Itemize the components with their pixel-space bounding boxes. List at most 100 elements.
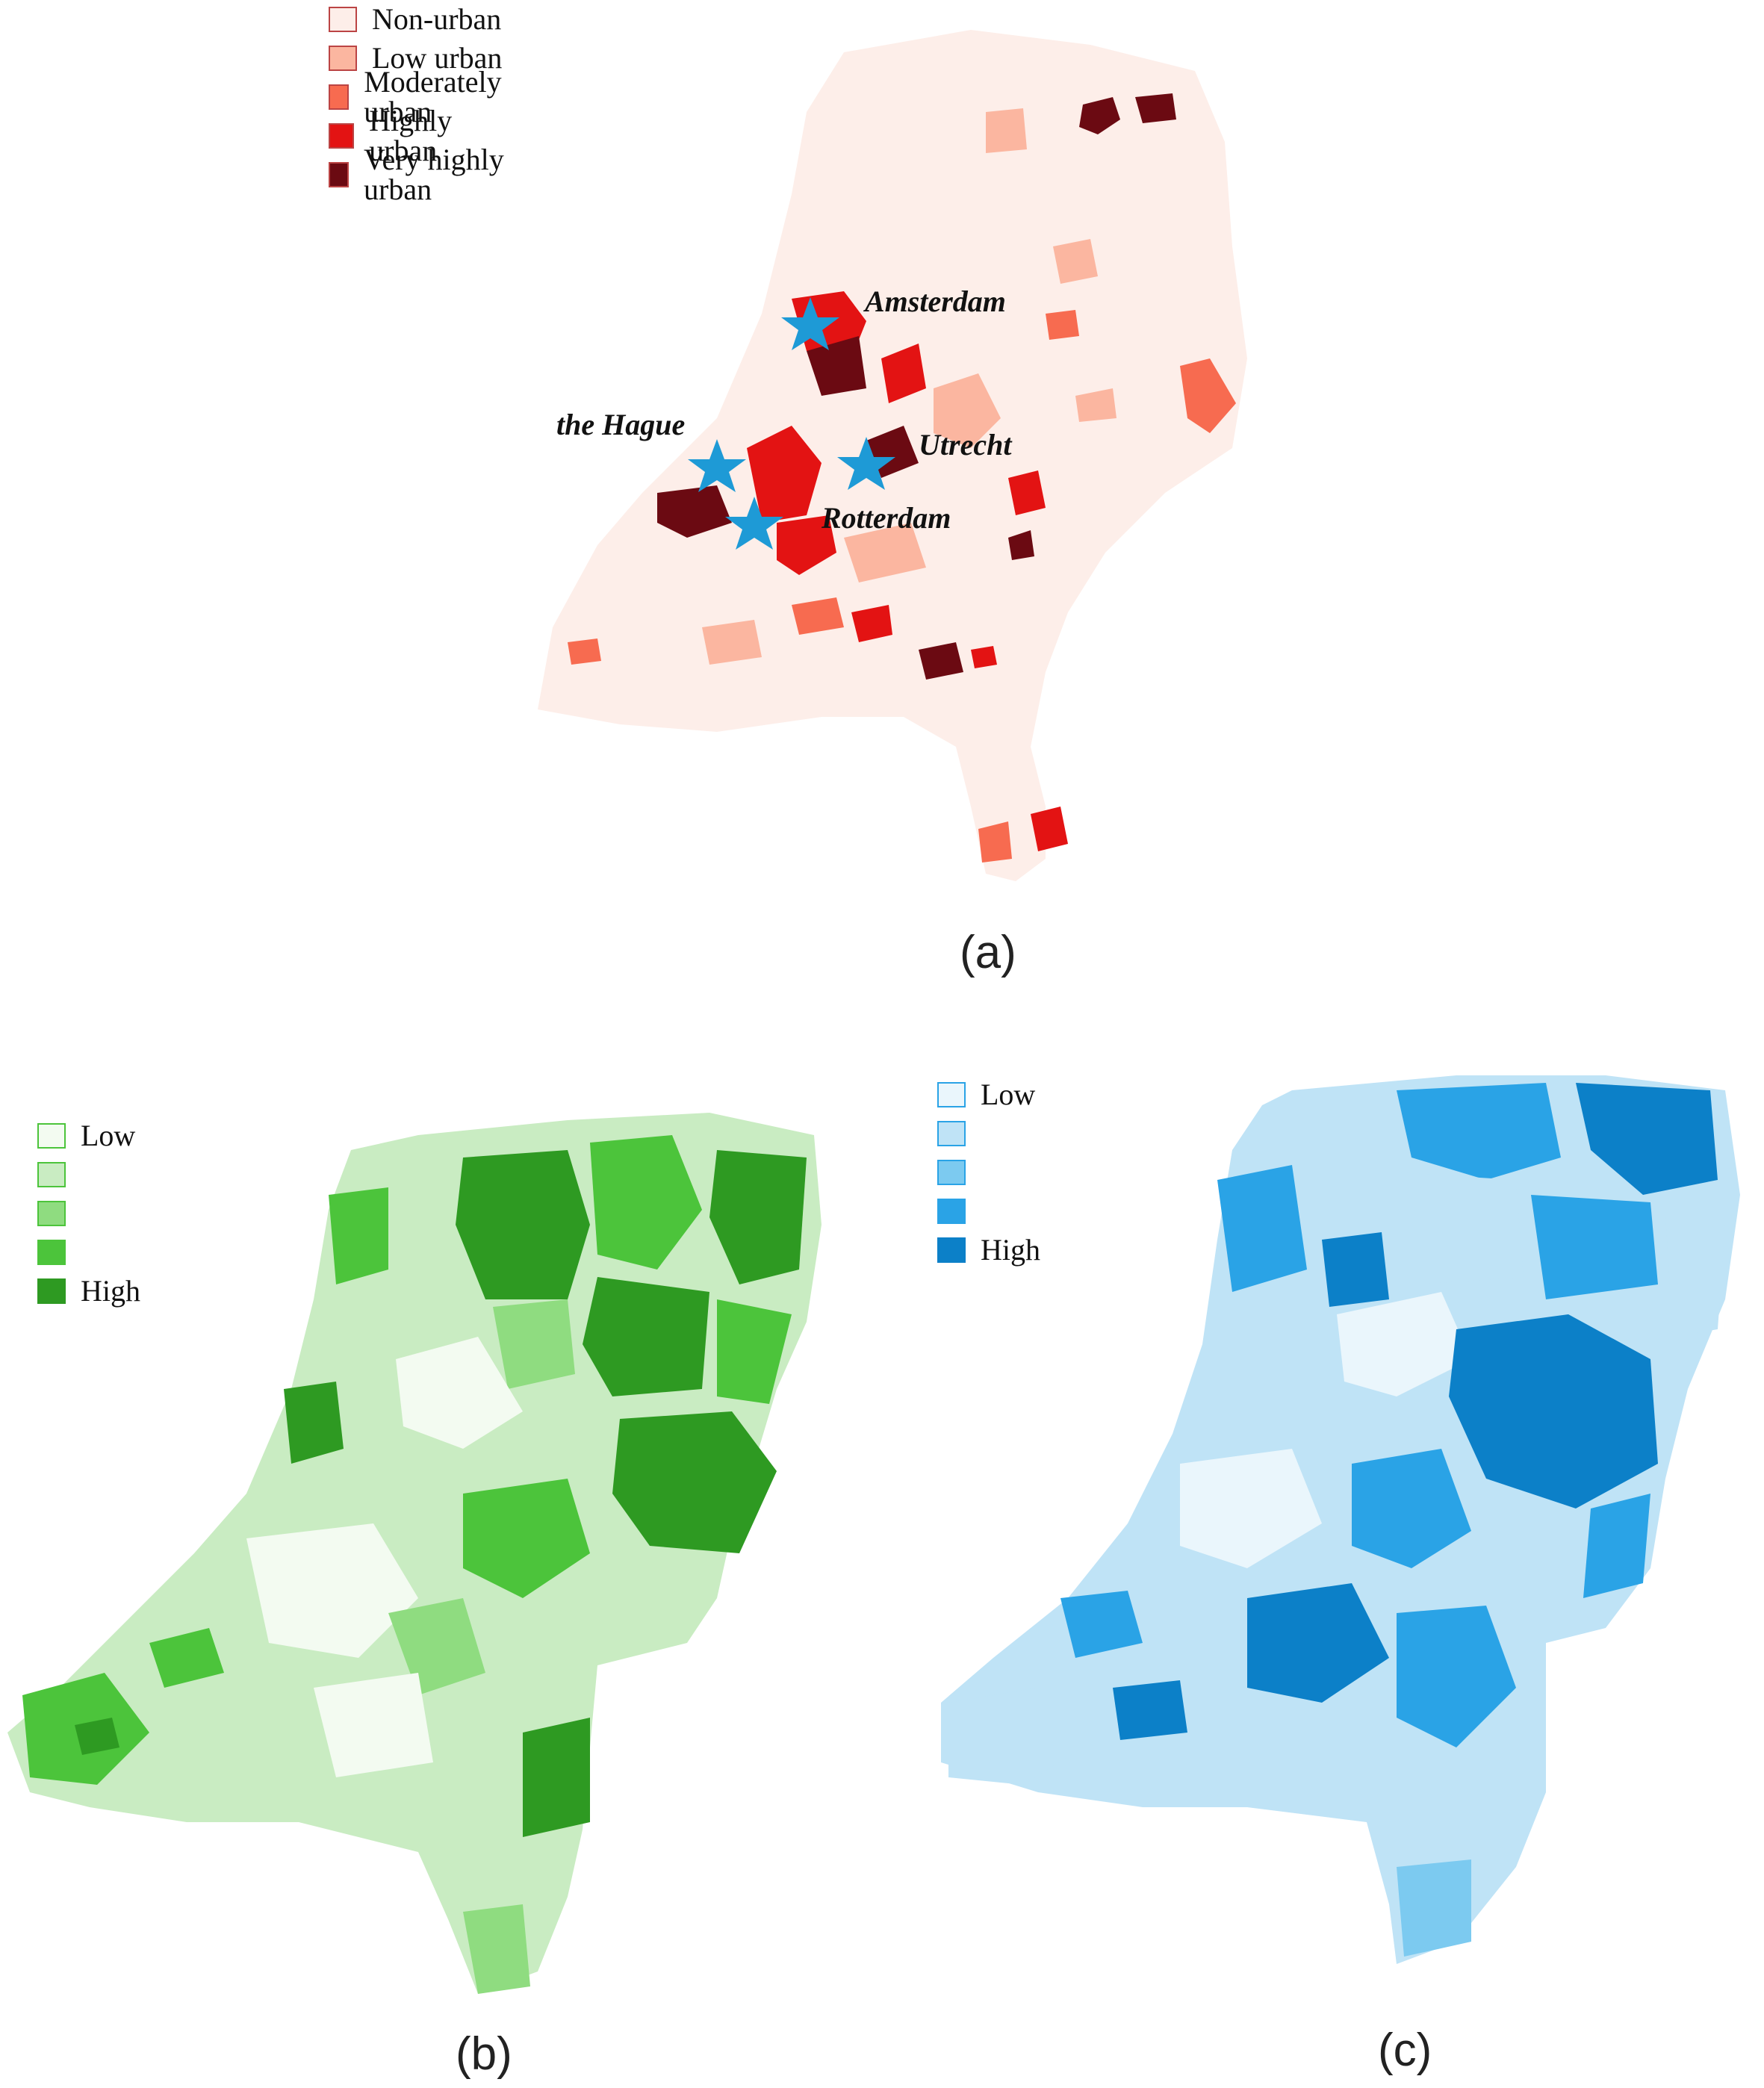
legend-item-moderately-urban: Moderately urban [329, 67, 509, 127]
legend-swatch [937, 1121, 966, 1146]
legend-label: High [81, 1274, 140, 1308]
urbanization-legend: Non-urban Low urban Moderately urban Hig… [329, 0, 509, 205]
region-patch [1397, 1172, 1524, 1284]
legend-swatch [329, 84, 350, 110]
region-patch [590, 1135, 702, 1270]
legend-item-4 [937, 1192, 1040, 1231]
legend-item-highly-urban: Highly urban [329, 106, 509, 166]
legend-swatch [37, 1278, 66, 1304]
region-patch [1397, 1606, 1516, 1747]
region-patch [1135, 93, 1176, 123]
region-patch [1113, 1680, 1187, 1740]
caption-a: (a) [960, 927, 1016, 978]
legend-label: High [981, 1233, 1040, 1267]
region-patch [948, 1688, 1083, 1785]
region-patch [1247, 1583, 1389, 1703]
region-patch [844, 523, 926, 582]
legend-item-3 [37, 1194, 140, 1233]
city-label-rotterdam: Rotterdam [822, 501, 951, 535]
legend-swatch [37, 1201, 66, 1226]
region-patch [568, 638, 601, 665]
legend-item-2 [937, 1114, 1040, 1153]
legend-item-very-highly-urban: Very highly urban [329, 145, 509, 205]
the-hague-star-icon [688, 439, 746, 492]
region-patch [523, 1718, 590, 1837]
region-patch [1053, 239, 1098, 284]
legend-swatch [937, 1160, 966, 1185]
region-patch [149, 1628, 224, 1688]
region-patch [702, 620, 762, 665]
legend-swatch [329, 123, 355, 149]
region-patch [1008, 470, 1046, 515]
legend-label: Moderately urban [364, 65, 502, 128]
legend-item-2 [37, 1155, 140, 1194]
legend-item-high: High [937, 1231, 1040, 1270]
region-patch [881, 344, 926, 403]
legend-swatch [329, 7, 357, 32]
region-patch [1322, 1232, 1389, 1307]
region-patch [246, 1523, 418, 1658]
legend-item-low-urban: Low urban [329, 39, 509, 78]
region-patch [1180, 1449, 1322, 1568]
region-patch [1397, 1083, 1561, 1180]
region-patch [1531, 1195, 1658, 1299]
legend-swatch [937, 1237, 966, 1263]
region-patch [1008, 530, 1034, 560]
region-patch [1583, 1494, 1650, 1598]
amsterdam-star-icon [781, 297, 839, 350]
region-patch [284, 1382, 344, 1464]
legend-swatch [37, 1123, 66, 1149]
region-patch [1046, 310, 1079, 340]
region-patch [1075, 388, 1117, 422]
green-legend: Low High [37, 1116, 140, 1311]
region-patch [1217, 1165, 1307, 1292]
city-markers [688, 297, 895, 550]
region-patch [1079, 97, 1120, 134]
legend-item-4 [37, 1233, 140, 1272]
rotterdam-star-icon [725, 497, 783, 550]
legend-swatch [37, 1162, 66, 1187]
region-patch [329, 1187, 388, 1284]
region-patch [1352, 1449, 1471, 1568]
blue-map [941, 1075, 1740, 1964]
legend-label: Highly urban [369, 104, 453, 167]
legend-item-low: Low [937, 1075, 1040, 1114]
region-patch [396, 1337, 523, 1449]
legend-swatch [37, 1240, 66, 1265]
legend-label: Low urban [372, 41, 503, 75]
region-patch [75, 1718, 119, 1755]
country-shape [7, 1113, 822, 1994]
caption-c: (c) [1378, 2025, 1432, 2076]
region-patch [777, 515, 836, 575]
region-patch [1449, 1314, 1658, 1508]
region-patch [314, 1673, 433, 1777]
region-patch [1180, 358, 1236, 433]
urban-patches [568, 93, 1236, 863]
country-shape [941, 1075, 1740, 1964]
legend-item-low: Low [37, 1116, 140, 1155]
legend-label: Low [981, 1078, 1036, 1111]
region-patch [971, 646, 997, 668]
blue-regions [948, 1083, 1725, 1957]
region-patch [709, 1150, 807, 1284]
legend-item-3 [937, 1153, 1040, 1192]
region-patch [807, 336, 866, 396]
region-patch [792, 597, 844, 635]
region-patch [934, 373, 1001, 448]
region-patch [1576, 1083, 1718, 1195]
region-patch [463, 1479, 590, 1598]
region-patch [612, 1411, 777, 1553]
region-patch [1031, 807, 1068, 851]
caption-b: (b) [456, 2028, 512, 2080]
legend-swatch [329, 46, 357, 71]
region-patch [986, 108, 1027, 153]
region-patch [456, 1150, 590, 1299]
region-patch [1060, 1591, 1143, 1658]
city-label-amsterdam: Amsterdam [865, 285, 1006, 318]
region-patch [493, 1299, 575, 1389]
green-map [7, 1113, 822, 1994]
legend-swatch [937, 1199, 966, 1224]
legend-label: Low [81, 1119, 136, 1152]
region-patch [919, 642, 963, 680]
region-patch [1665, 1217, 1725, 1337]
